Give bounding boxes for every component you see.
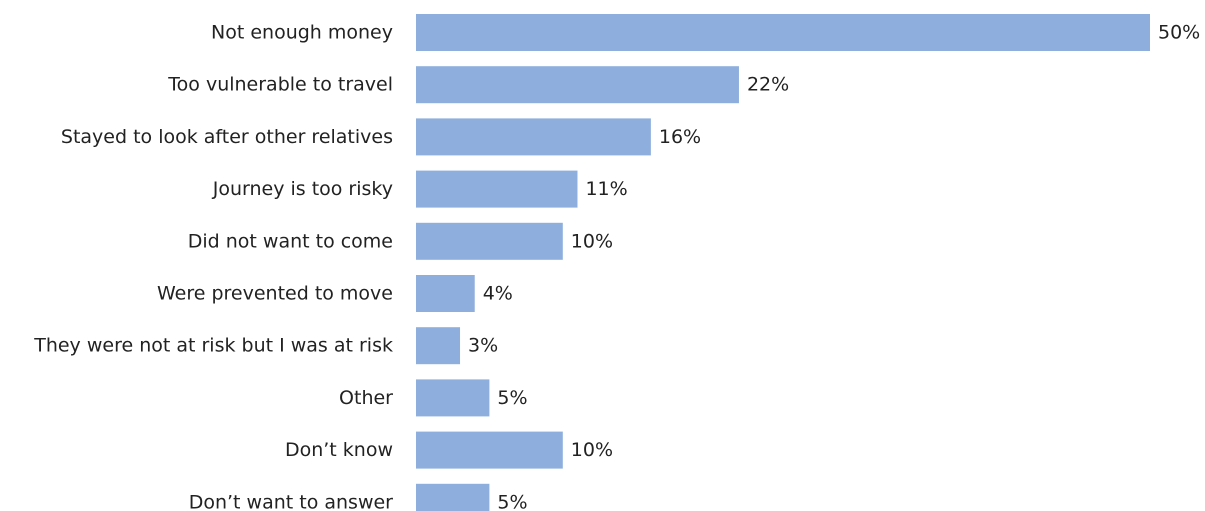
category-label: Don’t want to answer xyxy=(189,491,393,511)
value-label: 5% xyxy=(497,491,527,511)
category-label: Don’t know xyxy=(285,439,393,461)
bar xyxy=(416,431,563,469)
category-label: Were prevented to move xyxy=(157,283,393,305)
value-label: 11% xyxy=(585,178,627,200)
bar xyxy=(416,66,739,104)
value-label: 22% xyxy=(747,74,789,96)
category-label: Did not want to come xyxy=(188,230,393,252)
value-label: 10% xyxy=(571,230,613,252)
bar xyxy=(416,14,1150,51)
category-label: Journey is too risky xyxy=(212,178,393,200)
value-label: 50% xyxy=(1158,22,1200,44)
value-label: 10% xyxy=(571,439,613,461)
category-label: Not enough money xyxy=(211,22,393,44)
bar xyxy=(416,118,651,156)
bar xyxy=(416,379,490,417)
bar xyxy=(416,170,578,208)
bar xyxy=(416,222,563,260)
bar xyxy=(416,483,490,511)
bar xyxy=(416,327,461,365)
value-label: 3% xyxy=(468,335,498,357)
value-label: 4% xyxy=(483,283,513,305)
category-label: Stayed to look after other relatives xyxy=(61,126,393,148)
category-label: Other xyxy=(339,387,393,409)
bar xyxy=(416,275,475,312)
category-label: They were not at risk but I was at risk xyxy=(33,335,393,357)
value-label: 5% xyxy=(497,387,527,409)
value-label: 16% xyxy=(659,126,701,148)
category-label: Too vulnerable to travel xyxy=(167,74,393,96)
